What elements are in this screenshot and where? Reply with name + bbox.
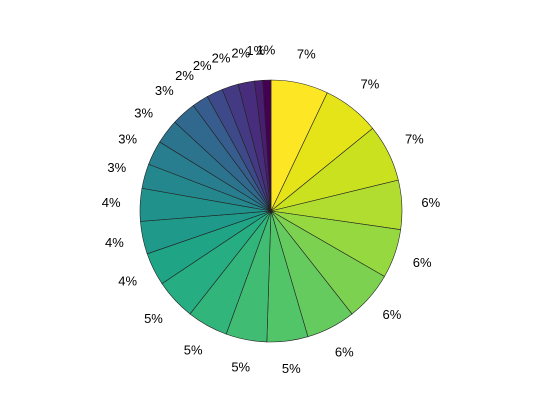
slice-label: 1% [257, 43, 276, 58]
slice-label: 3% [155, 83, 174, 98]
slice-label: 3% [118, 131, 137, 146]
slice-label: 5% [282, 361, 301, 376]
slice-label: 5% [184, 342, 203, 357]
slice-label: 7% [405, 131, 424, 146]
slice-label: 5% [144, 311, 163, 326]
slice-label: 4% [102, 195, 121, 210]
slice-label: 3% [134, 106, 153, 121]
slice-label: 3% [107, 160, 126, 175]
slice-label: 2% [212, 50, 231, 65]
slice-label: 6% [335, 345, 354, 360]
slice-label: 4% [118, 273, 137, 288]
slice-label: 2% [193, 58, 212, 73]
slice-label: 1% [246, 43, 265, 58]
slice-label: 2% [175, 68, 194, 83]
pie-slice [262, 79, 272, 212]
slice-label: 6% [413, 255, 432, 270]
slice-label: 7% [361, 77, 380, 92]
slice-label: 7% [297, 46, 316, 61]
slice-label: 6% [383, 307, 402, 322]
slice-label: 4% [105, 235, 124, 250]
slice-label: 2% [231, 45, 250, 60]
slice-label: 5% [231, 360, 250, 375]
slice-label: 6% [421, 195, 440, 210]
